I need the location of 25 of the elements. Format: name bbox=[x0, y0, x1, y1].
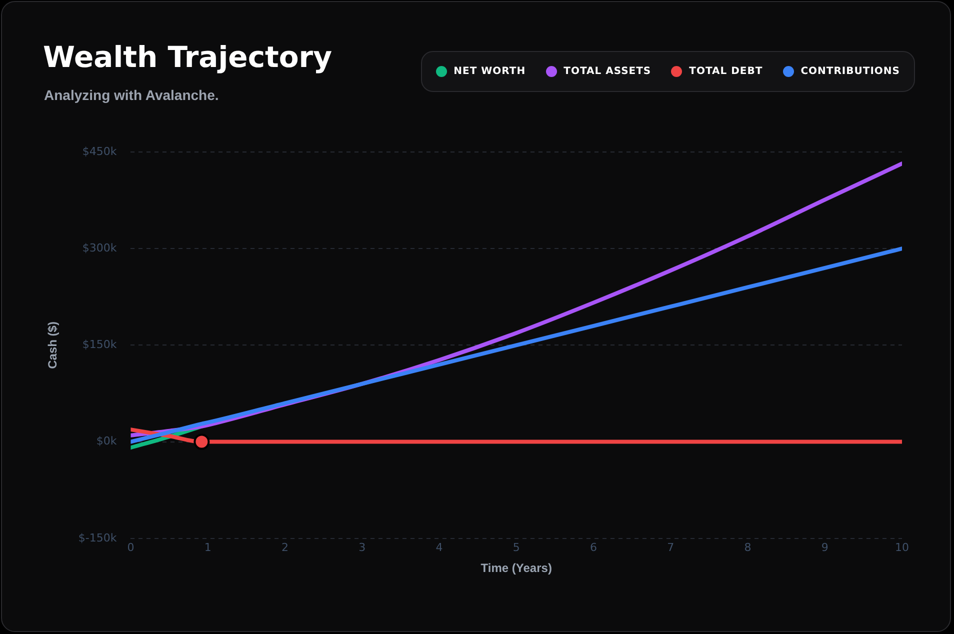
legend-label: TOTAL ASSETS bbox=[564, 66, 652, 77]
x-tick-label: 10 bbox=[895, 540, 909, 554]
x-tick-label: 2 bbox=[281, 540, 288, 554]
line-series bbox=[130, 246, 902, 444]
x-tick-label: 8 bbox=[744, 540, 752, 554]
y-tick-label: $150k bbox=[82, 338, 118, 352]
x-tick-label: 3 bbox=[358, 540, 366, 554]
x-tick-label: 5 bbox=[512, 540, 520, 554]
y-tick-label: $300k bbox=[82, 241, 118, 254]
y-axis-title: Cash ($) bbox=[46, 322, 60, 369]
x-axis-title: Time (Years) bbox=[480, 561, 552, 576]
x-tick-label: 9 bbox=[821, 540, 828, 554]
x-tick-label: 1 bbox=[204, 540, 212, 554]
x-tick-label: 0 bbox=[127, 540, 134, 554]
x-tick-label: 7 bbox=[667, 540, 674, 554]
chart-title: Wealth Trajectory bbox=[43, 40, 332, 74]
legend-label: NET WORTH bbox=[454, 66, 526, 77]
legend-label: TOTAL DEBT bbox=[689, 66, 763, 77]
x-tick-label: 4 bbox=[436, 540, 443, 554]
y-tick-label: $450k bbox=[82, 144, 118, 158]
y-tick-label: $-150k bbox=[78, 531, 118, 544]
legend-label: CONTRIBUTIONS bbox=[800, 66, 900, 77]
x-tick-label: 6 bbox=[590, 540, 597, 554]
y-tick-label: $0k bbox=[96, 434, 118, 448]
chart-subtitle: Analyzing with Avalanche. bbox=[44, 87, 219, 103]
